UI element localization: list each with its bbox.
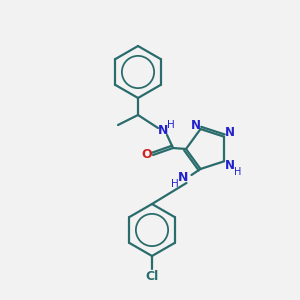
Text: N: N (190, 118, 200, 131)
Text: Cl: Cl (146, 269, 159, 283)
Text: H: H (234, 167, 242, 177)
Text: N: N (225, 126, 235, 139)
Text: H: H (171, 179, 178, 189)
Text: H: H (167, 120, 175, 130)
Text: O: O (142, 148, 152, 160)
Text: N: N (158, 124, 168, 136)
Text: N: N (178, 172, 189, 184)
Text: N: N (225, 159, 235, 172)
